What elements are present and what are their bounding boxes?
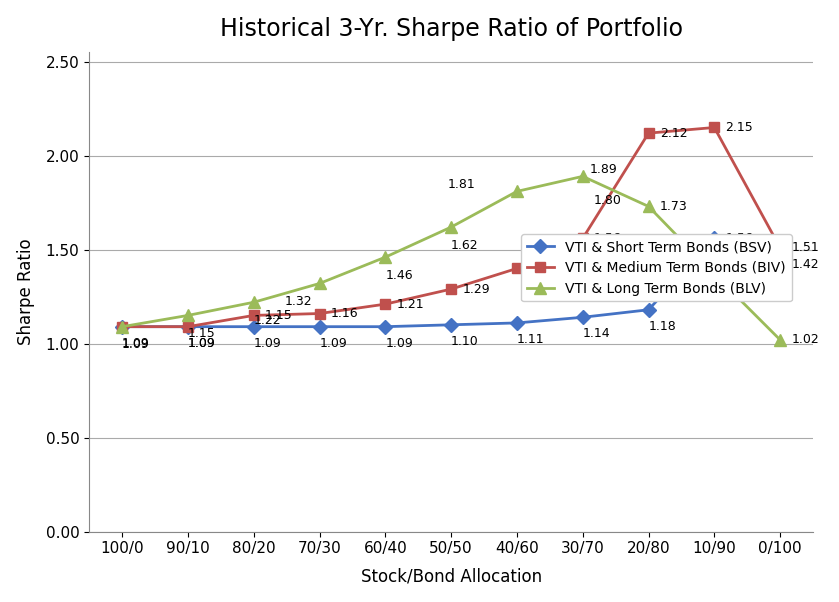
- Text: 1.09: 1.09: [188, 337, 216, 350]
- VTI & Short Term Bonds (BSV): [578, 314, 588, 321]
- VTI & Long Term Bonds (BLV): [512, 188, 522, 195]
- Y-axis label: Sharpe Ratio: Sharpe Ratio: [17, 238, 34, 345]
- Text: 1.40: 1.40: [528, 262, 555, 275]
- VTI & Short Term Bonds (BSV): [117, 323, 128, 330]
- VTI & Short Term Bonds (BSV): [709, 235, 719, 242]
- VTI & Medium Term Bonds (BIV): [709, 124, 719, 131]
- VTI & Medium Term Bonds (BIV): [183, 323, 193, 330]
- Text: 1.16: 1.16: [331, 307, 358, 320]
- Text: 1.32: 1.32: [285, 295, 313, 308]
- VTI & Short Term Bonds (BSV): [380, 323, 390, 330]
- VTI & Medium Term Bonds (BIV): [578, 235, 588, 242]
- Text: 1.21: 1.21: [397, 297, 424, 311]
- VTI & Short Term Bonds (BSV): [248, 323, 258, 330]
- Text: 1.56: 1.56: [726, 232, 753, 245]
- Text: 1.81: 1.81: [447, 178, 475, 191]
- Text: 1.80: 1.80: [594, 194, 622, 207]
- VTI & Short Term Bonds (BSV): [644, 306, 654, 314]
- VTI & Medium Term Bonds (BIV): [380, 300, 390, 308]
- Line: VTI & Long Term Bonds (BLV): VTI & Long Term Bonds (BLV): [117, 171, 785, 346]
- Title: Historical 3-Yr. Sharpe Ratio of Portfolio: Historical 3-Yr. Sharpe Ratio of Portfol…: [220, 17, 683, 41]
- VTI & Medium Term Bonds (BIV): [248, 312, 258, 319]
- VTI & Long Term Bonds (BLV): [183, 312, 193, 319]
- VTI & Long Term Bonds (BLV): [315, 280, 325, 287]
- VTI & Medium Term Bonds (BIV): [512, 265, 522, 272]
- Text: 1.89: 1.89: [590, 163, 618, 176]
- Text: 1.56: 1.56: [594, 232, 622, 245]
- VTI & Long Term Bonds (BLV): [117, 323, 128, 330]
- Text: 1.42: 1.42: [791, 258, 819, 271]
- VTI & Medium Term Bonds (BIV): [644, 129, 654, 137]
- Text: 1.15: 1.15: [188, 327, 216, 340]
- Text: 1.10: 1.10: [451, 335, 479, 348]
- VTI & Short Term Bonds (BSV): [512, 319, 522, 326]
- Text: 1.09: 1.09: [385, 337, 413, 350]
- Line: VTI & Medium Term Bonds (BIV): VTI & Medium Term Bonds (BIV): [117, 123, 785, 332]
- Text: 1.37: 1.37: [714, 285, 742, 299]
- Text: 1.09: 1.09: [122, 337, 150, 350]
- Text: 1.22: 1.22: [253, 314, 281, 327]
- Text: 1.51: 1.51: [791, 241, 819, 254]
- Text: 1.29: 1.29: [659, 279, 687, 292]
- VTI & Long Term Bonds (BLV): [578, 173, 588, 180]
- VTI & Long Term Bonds (BLV): [380, 253, 390, 261]
- Text: 1.02: 1.02: [791, 334, 819, 346]
- Text: 1.46: 1.46: [385, 268, 413, 282]
- VTI & Long Term Bonds (BLV): [248, 299, 258, 306]
- VTI & Medium Term Bonds (BIV): [117, 323, 128, 330]
- Text: 1.14: 1.14: [583, 327, 610, 341]
- Text: 1.11: 1.11: [517, 333, 545, 346]
- VTI & Short Term Bonds (BSV): [446, 321, 456, 329]
- Text: 1.09: 1.09: [188, 337, 216, 350]
- VTI & Medium Term Bonds (BIV): [315, 310, 325, 317]
- VTI & Long Term Bonds (BLV): [644, 203, 654, 210]
- Text: 1.18: 1.18: [649, 320, 676, 333]
- Text: 1.09: 1.09: [320, 337, 347, 350]
- VTI & Medium Term Bonds (BIV): [775, 244, 785, 252]
- VTI & Long Term Bonds (BLV): [709, 270, 719, 278]
- VTI & Medium Term Bonds (BIV): [446, 285, 456, 293]
- Line: VTI & Short Term Bonds (BSV): VTI & Short Term Bonds (BSV): [117, 234, 785, 332]
- VTI & Short Term Bonds (BSV): [183, 323, 193, 330]
- Legend: VTI & Short Term Bonds (BSV), VTI & Medium Term Bonds (BIV), VTI & Long Term Bon: VTI & Short Term Bonds (BSV), VTI & Medi…: [521, 234, 792, 302]
- Text: 1.09: 1.09: [122, 338, 150, 351]
- Text: 1.09: 1.09: [253, 337, 282, 350]
- Text: 1.73: 1.73: [659, 200, 687, 213]
- VTI & Short Term Bonds (BSV): [775, 261, 785, 268]
- X-axis label: Stock/Bond Allocation: Stock/Bond Allocation: [361, 567, 542, 585]
- Text: 1.15: 1.15: [265, 309, 293, 322]
- VTI & Short Term Bonds (BSV): [315, 323, 325, 330]
- Text: 2.15: 2.15: [726, 121, 753, 134]
- Text: 2.12: 2.12: [659, 126, 687, 140]
- Text: 1.62: 1.62: [451, 238, 479, 252]
- Text: 1.29: 1.29: [462, 282, 490, 296]
- VTI & Long Term Bonds (BLV): [775, 337, 785, 344]
- VTI & Long Term Bonds (BLV): [446, 223, 456, 231]
